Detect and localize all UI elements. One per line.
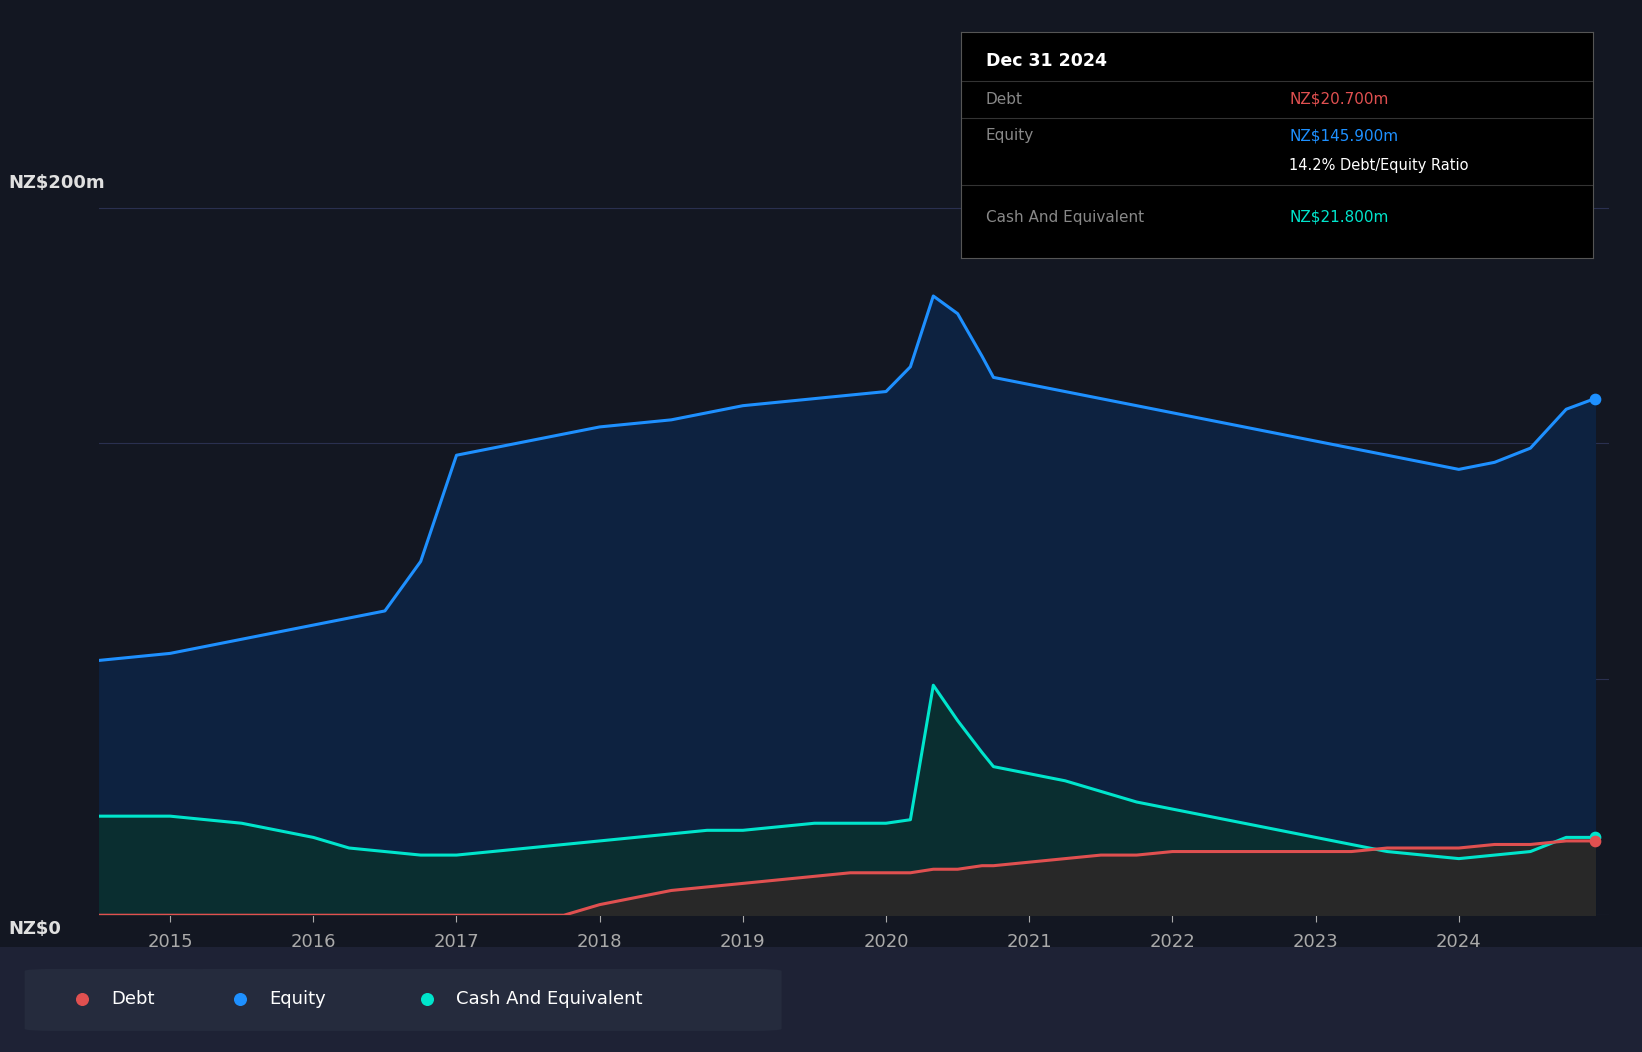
FancyBboxPatch shape xyxy=(182,969,402,1031)
Text: NZ$145.900m: NZ$145.900m xyxy=(1289,128,1399,143)
Point xyxy=(1581,829,1608,846)
Point xyxy=(1581,390,1608,407)
Text: NZ$200m: NZ$200m xyxy=(8,174,105,191)
Text: Equity: Equity xyxy=(269,990,327,1009)
Text: NZ$20.700m: NZ$20.700m xyxy=(1289,92,1389,107)
Text: Cash And Equivalent: Cash And Equivalent xyxy=(985,209,1144,224)
Text: Debt: Debt xyxy=(985,92,1023,107)
Text: 14.2% Debt/Equity Ratio: 14.2% Debt/Equity Ratio xyxy=(1289,158,1470,173)
Text: Cash And Equivalent: Cash And Equivalent xyxy=(456,990,644,1009)
Text: NZ$0: NZ$0 xyxy=(8,920,61,938)
FancyBboxPatch shape xyxy=(25,969,215,1031)
Text: Debt: Debt xyxy=(112,990,154,1009)
Text: NZ$21.800m: NZ$21.800m xyxy=(1289,209,1389,224)
FancyBboxPatch shape xyxy=(369,969,782,1031)
Point xyxy=(1581,832,1608,849)
Text: Equity: Equity xyxy=(985,128,1034,143)
Point xyxy=(414,991,440,1008)
Point xyxy=(69,991,95,1008)
Point xyxy=(227,991,253,1008)
Text: Dec 31 2024: Dec 31 2024 xyxy=(985,52,1107,70)
